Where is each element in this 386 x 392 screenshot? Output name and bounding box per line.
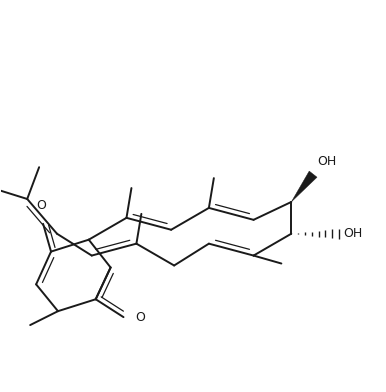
Text: O: O xyxy=(36,199,46,212)
Text: OH: OH xyxy=(317,155,336,168)
Text: O: O xyxy=(135,310,145,324)
Text: OH: OH xyxy=(343,227,362,240)
Polygon shape xyxy=(291,171,317,202)
